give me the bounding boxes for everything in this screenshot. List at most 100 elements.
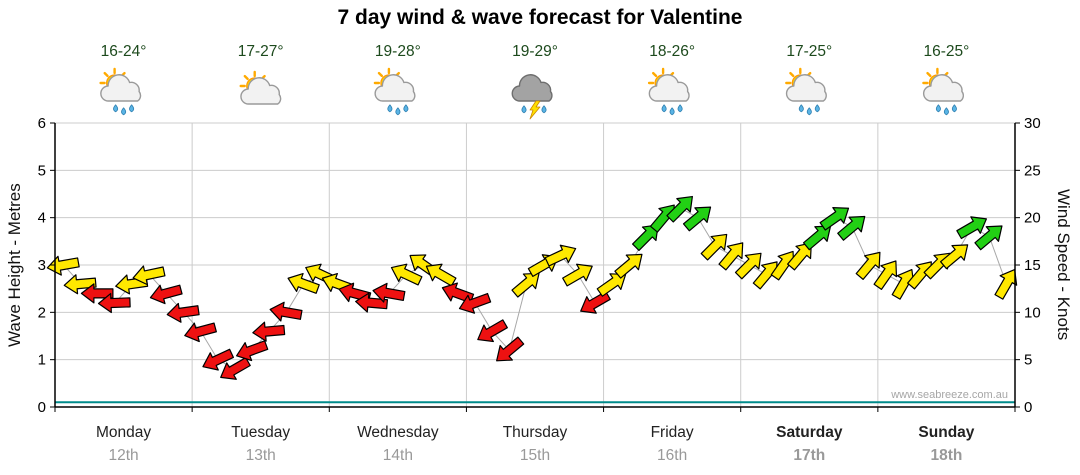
sun-cloud-rain-icon	[785, 67, 827, 116]
day-temp-range: 16-25°	[924, 43, 970, 60]
wind-arrow	[734, 252, 762, 280]
raindrop	[951, 104, 957, 113]
day-temp-range: 17-25°	[786, 43, 832, 60]
left-axis-tick-label: 2	[38, 304, 46, 321]
raindrop	[387, 104, 393, 113]
wind-arrow	[956, 216, 987, 240]
right-axis-label: Wind Speed - Knots	[1054, 189, 1073, 341]
cloud	[511, 74, 553, 102]
wind-arrow	[166, 302, 200, 323]
day-temp-range: 19-29°	[512, 43, 558, 60]
cloud	[240, 77, 282, 105]
right-axis-tick-label: 15	[1024, 257, 1041, 274]
wind-arrow	[682, 206, 712, 232]
wind-arrow	[63, 274, 97, 295]
lightning-bolt	[529, 100, 541, 120]
cloud	[648, 74, 690, 102]
right-axis-tick-label: 20	[1024, 210, 1041, 227]
sun-ray	[651, 71, 658, 78]
cloud	[100, 74, 142, 102]
sun-ray	[103, 71, 109, 78]
raindrop	[814, 104, 820, 113]
sun-ray	[377, 71, 383, 78]
watermark: www.seabreeze.com.au	[891, 389, 1008, 401]
raindrop	[121, 107, 127, 116]
left-axis-tick-label: 0	[38, 399, 46, 416]
date-label: 13th	[246, 447, 276, 464]
cloud	[785, 74, 827, 102]
wind-arrow	[787, 242, 812, 271]
day-label: Saturday	[776, 424, 843, 441]
left-axis-tick-label: 4	[38, 210, 46, 227]
wind-arrow	[235, 340, 269, 362]
date-label: 14th	[383, 447, 413, 464]
left-axis-tick-label: 1	[38, 352, 46, 369]
sun-ray	[243, 74, 249, 81]
wind-arrow	[544, 244, 577, 267]
sun-cloud-rain-icon	[922, 67, 964, 116]
day-temp-range: 19-28°	[375, 43, 421, 60]
right-axis-tick-label: 0	[1024, 399, 1032, 416]
day-temp-range: 16-24°	[101, 43, 147, 60]
wind-arrow	[202, 348, 234, 371]
raindrop	[541, 105, 547, 114]
day-label: Wednesday	[357, 424, 439, 441]
day-temp-range: 18-26°	[649, 43, 695, 60]
date-label: 15th	[520, 447, 550, 464]
wind-arrow	[700, 233, 728, 261]
wind-arrow	[718, 242, 744, 271]
wind-arrow	[873, 260, 898, 290]
sun-cloud-icon	[239, 70, 282, 105]
wind-arrow	[562, 263, 593, 287]
raindrop	[806, 107, 812, 116]
raindrop	[798, 104, 804, 113]
cloud	[374, 74, 416, 102]
wind-arrow	[269, 301, 303, 322]
date-label: 12th	[108, 447, 138, 464]
day-label: Monday	[96, 424, 151, 441]
wind-arrow	[80, 283, 114, 304]
date-label: 16th	[657, 447, 687, 464]
cloud	[922, 74, 964, 102]
right-axis-tick-label: 30	[1024, 115, 1041, 132]
wind-arrow	[477, 319, 508, 343]
wind-arrow	[458, 292, 492, 314]
raindrop	[521, 105, 527, 114]
sun-cloud-rain-icon	[647, 67, 690, 116]
sun-ray	[789, 71, 795, 78]
wind-arrow	[511, 272, 540, 298]
sun-ray	[926, 71, 932, 78]
left-axis-tick-label: 6	[38, 115, 46, 132]
wind-arrow	[802, 225, 832, 251]
right-axis-tick-label: 5	[1024, 352, 1032, 369]
wind-arrow	[220, 357, 251, 380]
left-axis-tick-label: 3	[38, 257, 46, 274]
wind-arrow	[974, 225, 1003, 251]
wind-arrow	[132, 265, 166, 286]
wind-arrow	[425, 263, 457, 287]
wind-arrow	[994, 269, 1018, 300]
raindrop	[395, 107, 401, 116]
wind-arrow	[287, 273, 320, 294]
right-axis-tick-label: 25	[1024, 162, 1041, 179]
date-label: 17th	[793, 447, 825, 464]
right-axis-tick-label: 10	[1024, 304, 1041, 321]
left-axis-tick-label: 5	[38, 162, 46, 179]
day-label: Tuesday	[231, 424, 290, 441]
day-label: Friday	[651, 424, 694, 441]
raindrop	[677, 104, 683, 113]
raindrop	[113, 104, 119, 113]
wind-arrow	[496, 336, 525, 362]
wind-arrow	[390, 263, 423, 286]
raindrop	[661, 104, 667, 113]
raindrop	[129, 104, 135, 113]
wind-arrow	[837, 215, 866, 241]
wind-arrow	[97, 292, 131, 314]
wind-arrow	[819, 207, 850, 231]
wind-arrow	[614, 253, 643, 279]
day-label: Thursday	[503, 424, 568, 441]
wind-arrow	[252, 321, 286, 342]
date-label: 18th	[930, 447, 962, 464]
wind-arrow	[855, 251, 881, 280]
